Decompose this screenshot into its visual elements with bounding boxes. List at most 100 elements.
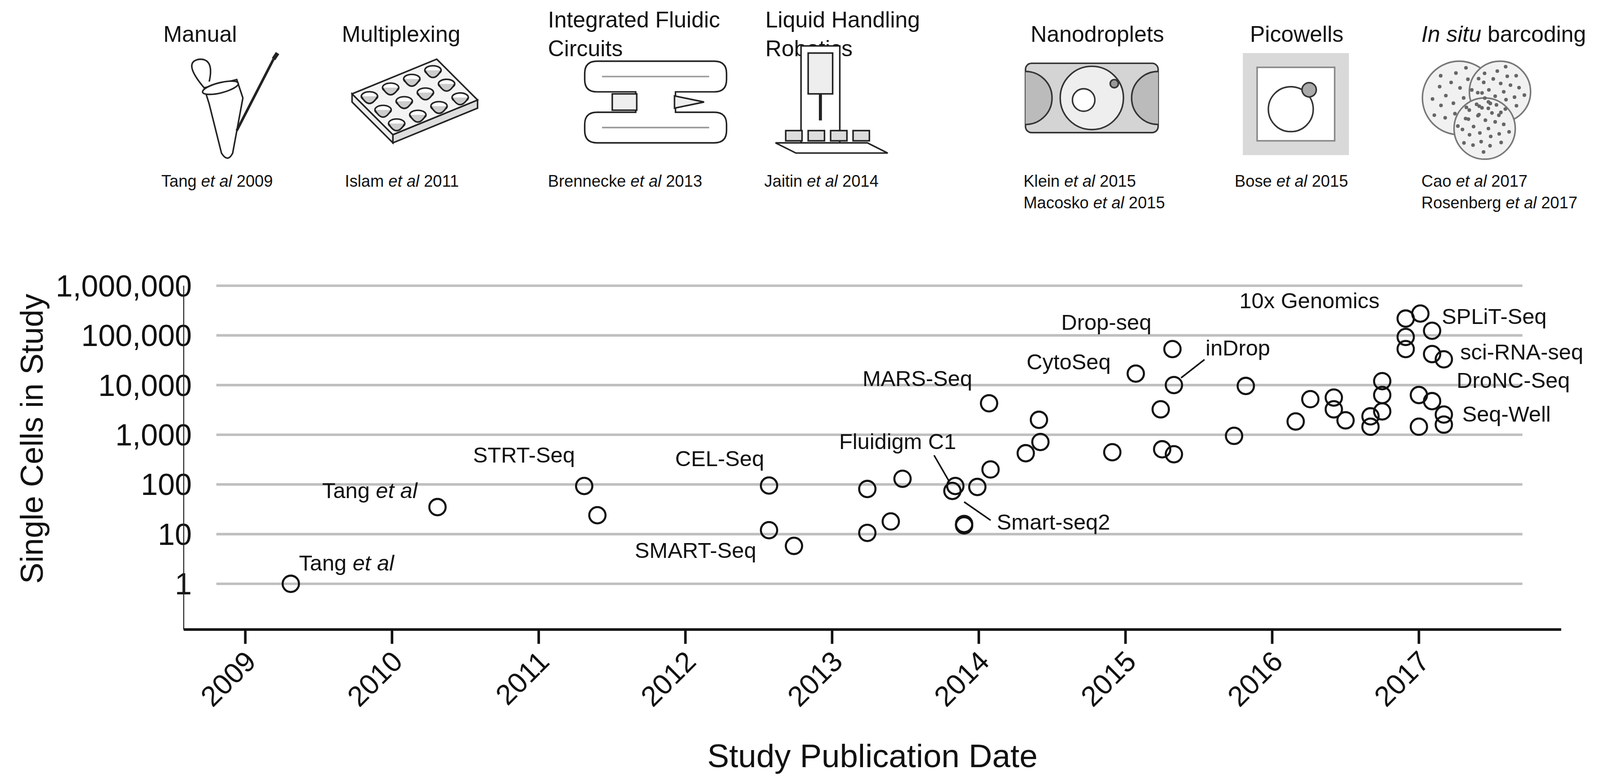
text-run: et al [630, 171, 662, 191]
panel-title: Manual [163, 21, 238, 47]
barcode [1497, 131, 1502, 136]
point [882, 513, 899, 530]
robot-plate [785, 130, 802, 141]
robot-tip [818, 94, 823, 121]
point [1164, 341, 1181, 358]
text-run: barcoding [1481, 21, 1587, 47]
panel: In situ barcodingCao et al 2017Rosenberg… [1421, 21, 1587, 212]
x-tick-label: 2009 [194, 645, 262, 713]
point [982, 461, 999, 478]
y-tick-label: 100,000 [81, 318, 193, 353]
x-tick [390, 629, 394, 644]
citation: Bose et al 2015 [1234, 171, 1349, 191]
well-bottom [374, 109, 392, 117]
barcode [1486, 106, 1491, 111]
annotation: SPLiT-Seq [1441, 304, 1547, 329]
point [1165, 377, 1183, 394]
barcode [1491, 76, 1496, 81]
barcode [1452, 111, 1457, 116]
point [969, 478, 986, 495]
barcode [1466, 117, 1470, 122]
text-run: In situ [1421, 21, 1482, 47]
well-bottom [452, 97, 469, 105]
icon [351, 59, 478, 144]
text-run: et al [375, 478, 418, 503]
barcode [1432, 113, 1437, 117]
well-bottom [438, 84, 455, 92]
point [1397, 341, 1414, 358]
point [589, 507, 606, 524]
annotation: Drop-seq [1061, 310, 1152, 335]
point [760, 477, 778, 494]
x-tick-label: 2013 [781, 645, 849, 713]
text-run: Macosko [1023, 193, 1094, 212]
point [980, 395, 998, 412]
barcode [1480, 106, 1484, 110]
barcode [1501, 122, 1506, 126]
barcode [1467, 133, 1472, 137]
well-bottom [388, 123, 405, 131]
barcode [1478, 130, 1482, 135]
bead [1302, 82, 1317, 98]
point [1337, 412, 1354, 429]
point [1374, 386, 1391, 404]
cell [1072, 88, 1095, 112]
text-run: et al [1064, 171, 1096, 191]
annotations: Tang et alTang et alSTRT-SeqCEL-SeqSMART… [298, 288, 1583, 576]
barcode [1503, 107, 1508, 111]
barcode [1464, 105, 1469, 110]
barcode [1479, 139, 1484, 144]
chip [584, 61, 727, 143]
annotation: DroNC-Seq [1456, 368, 1570, 393]
text-run: et al [388, 171, 420, 191]
grid-line [216, 284, 1523, 288]
icon [775, 45, 888, 153]
text-run: Brennecke [548, 171, 631, 191]
annotation: 10x Genomics [1239, 288, 1380, 313]
citation: Macosko et al 2015 [1023, 193, 1166, 212]
point [785, 537, 802, 554]
cell [1469, 61, 1531, 123]
x-axis-title: Study Publication Date [707, 737, 1038, 774]
point [1226, 427, 1243, 445]
text-run: et al [1505, 193, 1538, 212]
tube-rim [201, 78, 240, 98]
well-bottom [382, 87, 399, 95]
barcode [1495, 69, 1500, 73]
point [858, 480, 876, 498]
barcode [1488, 134, 1493, 139]
barcode [1522, 93, 1527, 97]
text-run: Cao [1421, 171, 1457, 191]
panels: ManualTang et al 2009MultiplexingIslam e… [161, 7, 1587, 212]
leader-line [1181, 359, 1205, 378]
point [894, 470, 911, 487]
point [1030, 411, 1048, 428]
annotation: inDrop [1205, 335, 1271, 360]
barcode [1501, 89, 1506, 94]
barcode [1493, 120, 1497, 124]
text-run: 2014 [837, 171, 879, 191]
text-run: Klein [1023, 171, 1065, 191]
pipette-top [273, 53, 278, 60]
panel: PicowellsBose et al 2015 [1234, 21, 1349, 191]
icon [584, 61, 727, 143]
point [1237, 377, 1254, 395]
robot-plate [808, 130, 825, 141]
text-run: Jaitin [764, 171, 808, 191]
panel-title: Integrated Fluidic [548, 7, 721, 33]
point [1374, 403, 1391, 420]
barcode [1499, 110, 1503, 115]
point [1165, 445, 1183, 463]
channel [602, 76, 710, 128]
y-axis-line [183, 285, 185, 630]
text-run: et al [201, 171, 233, 191]
barcode [1465, 77, 1470, 81]
icon [191, 53, 278, 159]
text-run: Tang [322, 478, 376, 503]
icon [1422, 61, 1531, 160]
well-bottom [424, 70, 441, 78]
point [575, 477, 593, 495]
annotation: Smart-seq2 [996, 509, 1111, 535]
barcode [1443, 116, 1448, 120]
well-bottom [431, 106, 448, 114]
